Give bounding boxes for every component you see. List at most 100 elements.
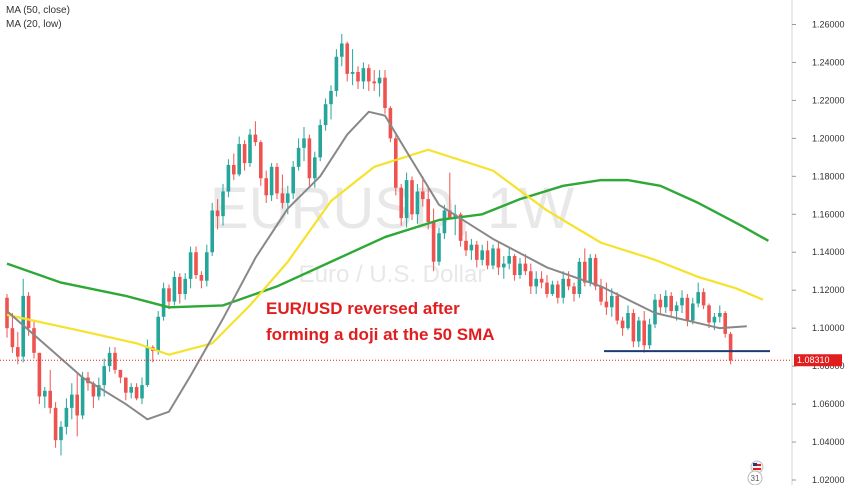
- candle: [16, 331, 20, 365]
- candle-body: [685, 297, 690, 321]
- candle: [534, 271, 538, 294]
- candle-body: [280, 193, 285, 203]
- candle-body: [448, 210, 452, 219]
- candle-body: [350, 71, 355, 74]
- candle: [658, 294, 663, 315]
- candle: [475, 240, 479, 268]
- candle-body: [599, 286, 603, 302]
- candle-body: [102, 366, 106, 386]
- candle: [75, 373, 79, 437]
- candle-body: [334, 56, 339, 91]
- legend-ma20[interactable]: MA (20, low): [6, 19, 62, 30]
- y-tick-label: 1.10000: [812, 323, 845, 333]
- candle: [70, 383, 74, 420]
- candle-body: [307, 138, 312, 179]
- candle: [696, 282, 700, 308]
- candle-body: [642, 320, 646, 346]
- candle-body: [323, 104, 328, 126]
- candle: [21, 278, 25, 363]
- candle: [599, 278, 603, 306]
- candle: [264, 170, 268, 203]
- candle-body: [329, 90, 333, 105]
- candle-body: [620, 320, 625, 329]
- candle: [302, 126, 306, 162]
- candle: [448, 172, 452, 219]
- candle: [561, 271, 565, 304]
- candle-body: [556, 284, 560, 298]
- candle: [361, 62, 366, 90]
- candle-body: [16, 347, 20, 357]
- candle-body: [610, 295, 614, 308]
- candle: [269, 163, 274, 201]
- candle-body: [53, 407, 58, 441]
- candle: [707, 303, 711, 329]
- candle: [556, 280, 560, 304]
- candle-body: [232, 164, 236, 175]
- candle-body: [172, 276, 177, 302]
- candle: [545, 275, 549, 298]
- candle-body: [631, 312, 636, 342]
- price-tag-label: 1.08310: [797, 355, 830, 365]
- candle: [134, 383, 139, 401]
- flag-icon[interactable]: [750, 460, 764, 474]
- candle: [140, 377, 144, 405]
- candle: [172, 271, 177, 306]
- candle: [421, 176, 425, 207]
- y-tick-label: 1.26000: [812, 19, 845, 29]
- candle-body: [691, 303, 695, 321]
- candle-body: [464, 240, 468, 251]
- candle: [404, 172, 409, 228]
- candle: [491, 244, 495, 270]
- candle-body: [253, 134, 258, 143]
- candle-body: [377, 77, 382, 84]
- candle: [539, 271, 544, 289]
- candle: [59, 421, 63, 456]
- candle-body: [286, 193, 290, 203]
- candle-body: [593, 257, 598, 287]
- candle: [664, 290, 668, 313]
- candle: [124, 377, 128, 401]
- candle: [10, 312, 15, 353]
- candle-body: [356, 71, 360, 82]
- candle-body: [718, 312, 722, 317]
- candle-body: [583, 261, 587, 283]
- event-badge-icon[interactable]: 31: [747, 470, 763, 485]
- y-tick-label: 1.12000: [812, 285, 845, 295]
- candle: [442, 204, 447, 239]
- candle: [210, 202, 214, 257]
- candle: [701, 288, 706, 310]
- candle-body: [707, 305, 711, 323]
- candle-body: [75, 394, 79, 416]
- candle: [588, 254, 592, 287]
- candle-body: [431, 221, 436, 262]
- candle-body: [26, 295, 31, 329]
- candle: [91, 381, 96, 408]
- y-tick-label: 1.18000: [812, 171, 845, 181]
- candle-body: [64, 407, 69, 427]
- candle: [43, 387, 47, 408]
- candle: [642, 311, 646, 353]
- candle: [318, 119, 322, 162]
- candle-body: [134, 387, 139, 399]
- candle-body: [259, 142, 263, 179]
- y-tick-label: 1.02000: [812, 475, 845, 485]
- candle: [237, 136, 241, 177]
- candle-body: [518, 263, 522, 276]
- candle: [615, 292, 619, 325]
- price-axis[interactable]: 1.26000 1.24000 1.22000 1.20000 1.18000 1.160…: [792, 19, 845, 485]
- candle: [307, 134, 312, 186]
- candle: [156, 311, 160, 355]
- candle: [653, 294, 657, 329]
- candle-body: [37, 352, 42, 397]
- candle-body: [491, 248, 495, 266]
- candle: [194, 246, 198, 279]
- y-tick-label: 1.14000: [812, 247, 845, 257]
- candle: [64, 398, 69, 435]
- candle: [626, 305, 630, 331]
- candle-body: [723, 312, 727, 334]
- candle-body: [496, 248, 501, 268]
- candle: [178, 273, 182, 304]
- candle-body: [118, 369, 123, 378]
- legend-ma50[interactable]: MA (50, close): [6, 5, 70, 16]
